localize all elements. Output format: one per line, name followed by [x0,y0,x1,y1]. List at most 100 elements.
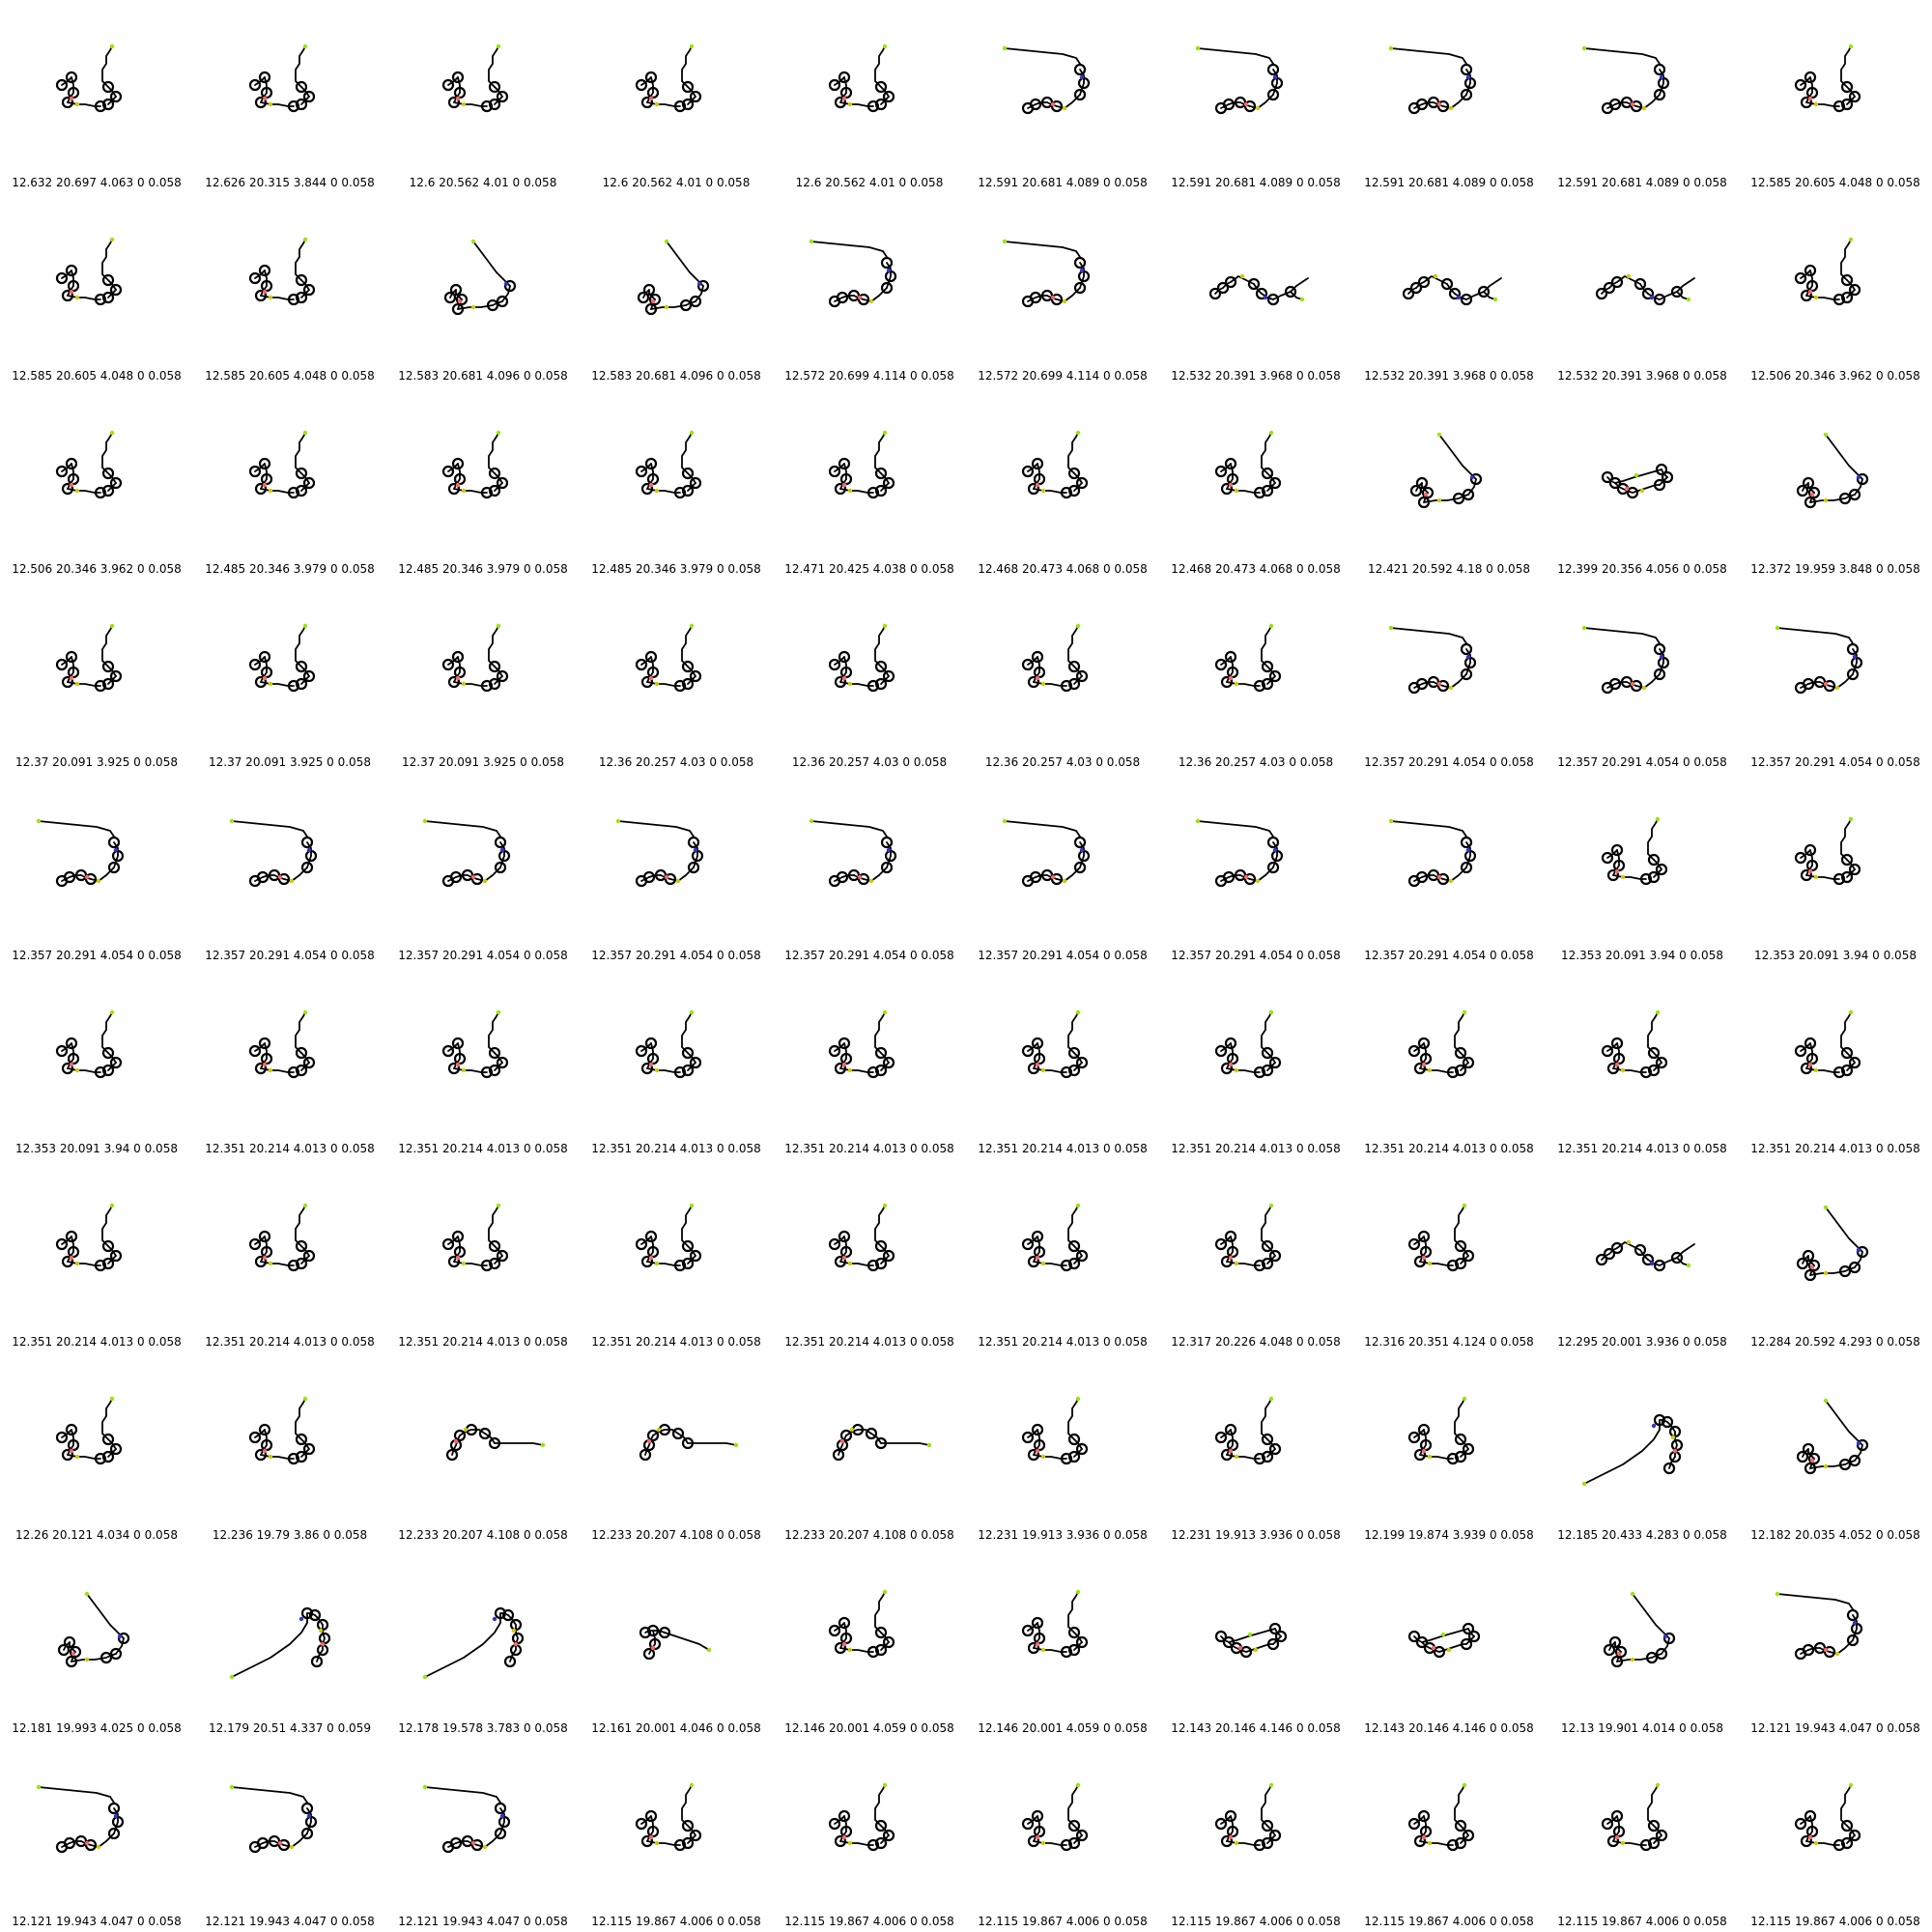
aromatic-ring [248,465,262,478]
fluorine-atom [1462,1203,1467,1208]
bond-line [1037,656,1040,673]
aromatic-ring [1794,1044,1807,1058]
fluorine-atom [882,43,888,49]
aromatic-ring [254,1062,268,1075]
fluorine-atom [302,1009,308,1015]
bond-line [1438,1643,1467,1653]
bond-line [1840,1011,1852,1054]
molecule-structure [248,623,316,693]
bond-line [874,45,886,88]
aromatic-ring [1446,1838,1460,1852]
bond-line [874,1011,886,1054]
fluorine-atom [733,1442,739,1448]
aromatic-ring [1268,1829,1282,1842]
molecule-structure [1796,1398,1869,1475]
bond-line [1465,291,1485,300]
aromatic-ring [1608,1635,1622,1649]
aromatic-ring [65,1423,78,1436]
aromatic-ring [1073,256,1087,270]
nitrogen-atom [1469,474,1475,480]
molecule-structure [55,1009,123,1079]
aromatic-ring [101,1450,115,1463]
oxygen-atom [648,1255,654,1261]
molecule-cell: 12.182 20.035 4.052 0 0.058 [1739,1352,1932,1546]
molecule-caption: 12.357 20.291 4.054 0 0.058 [1557,755,1727,769]
aromatic-ring [646,1245,660,1259]
sulfur-atom [1630,1657,1635,1662]
aromatic-ring [838,71,851,84]
bond-line [71,463,74,480]
molecule-caption: 12.506 20.346 3.962 0 0.058 [12,562,182,576]
molecule-cell: 12.115 19.867 4.006 0 0.058 [1159,1739,1352,1932]
aromatic-ring [107,836,121,849]
nitrogen-atom [1272,74,1278,80]
aromatic-ring [839,1429,853,1442]
aromatic-ring [1407,1817,1421,1831]
bond-line [1079,275,1085,289]
fluorine-atom [1775,625,1780,631]
oxygen-atom [1035,482,1040,488]
aromatic-ring [65,457,78,470]
aromatic-ring [687,836,700,849]
molecule-cell: 12.583 20.681 4.096 0 0.058 [386,193,580,386]
aromatic-ring [1050,293,1064,306]
fluorine-atom [1075,1396,1081,1402]
oxygen-atom [650,1645,656,1651]
aromatic-ring [1610,843,1624,857]
aromatic-ring [681,677,695,691]
aromatic-ring [1653,668,1666,681]
molecule-structure [1601,1009,1668,1079]
aromatic-ring [1031,1809,1044,1823]
molecule-cell: 12.161 20.001 4.046 0 0.058 [580,1546,773,1739]
bond-line [681,625,693,668]
molecule-structure [828,1203,895,1272]
aromatic-ring [1220,1448,1234,1462]
oxygen-atom [1237,1645,1243,1651]
sulfur-atom [74,1067,80,1073]
fluorine-atom [496,430,501,436]
molecule-caption: 12.532 20.391 3.968 0 0.058 [1557,369,1727,383]
sulfur-atom [654,681,660,687]
bond-line [1079,82,1085,96]
bond-line [101,625,113,668]
aromatic-ring [447,675,461,689]
oxygen-atom [1614,868,1620,874]
aromatic-ring [644,457,658,470]
aromatic-ring [1601,1044,1614,1058]
aromatic-ring [681,1257,695,1270]
fluorine-atom [1462,1396,1467,1402]
aromatic-ring [1033,1632,1046,1645]
bond-line [264,76,268,94]
aromatic-ring [1840,291,1854,304]
aromatic-ring [480,99,494,113]
aromatic-ring [1417,496,1431,509]
fluorine-atom [1075,1009,1081,1015]
aromatic-ring [57,1643,71,1657]
aromatic-ring [1460,88,1473,101]
sulfur-atom [1234,1261,1239,1266]
sulfur-atom [268,1454,273,1460]
molecule-structure [1409,432,1483,509]
aromatic-ring [828,1817,841,1831]
fluorine-atom [422,818,428,824]
aromatic-ring [671,1427,685,1440]
bond-line [306,1807,312,1823]
bond-line [71,270,74,287]
aromatic-ring [302,1442,316,1456]
aromatic-ring [260,666,273,679]
molecule-cell: 12.351 20.214 4.013 0 0.058 [1546,966,1739,1159]
oxygen-atom [457,298,463,304]
molecule-structure [809,818,897,888]
bond-line [874,432,886,474]
sulfur-atom [74,295,80,300]
molecule-caption: 12.233 20.207 4.108 0 0.058 [398,1528,568,1542]
sulfur-atom [84,1657,90,1662]
aromatic-ring [1612,1825,1626,1838]
bond-line [1454,1398,1465,1440]
molecule-caption: 12.115 19.867 4.006 0 0.058 [1557,1915,1727,1928]
aromatic-ring [302,1249,316,1263]
aromatic-ring [1075,476,1089,490]
aromatic-ring [1253,1452,1266,1465]
bond-line [1004,241,1081,258]
molecule-caption: 12.316 20.351 4.124 0 0.058 [1364,1335,1534,1349]
